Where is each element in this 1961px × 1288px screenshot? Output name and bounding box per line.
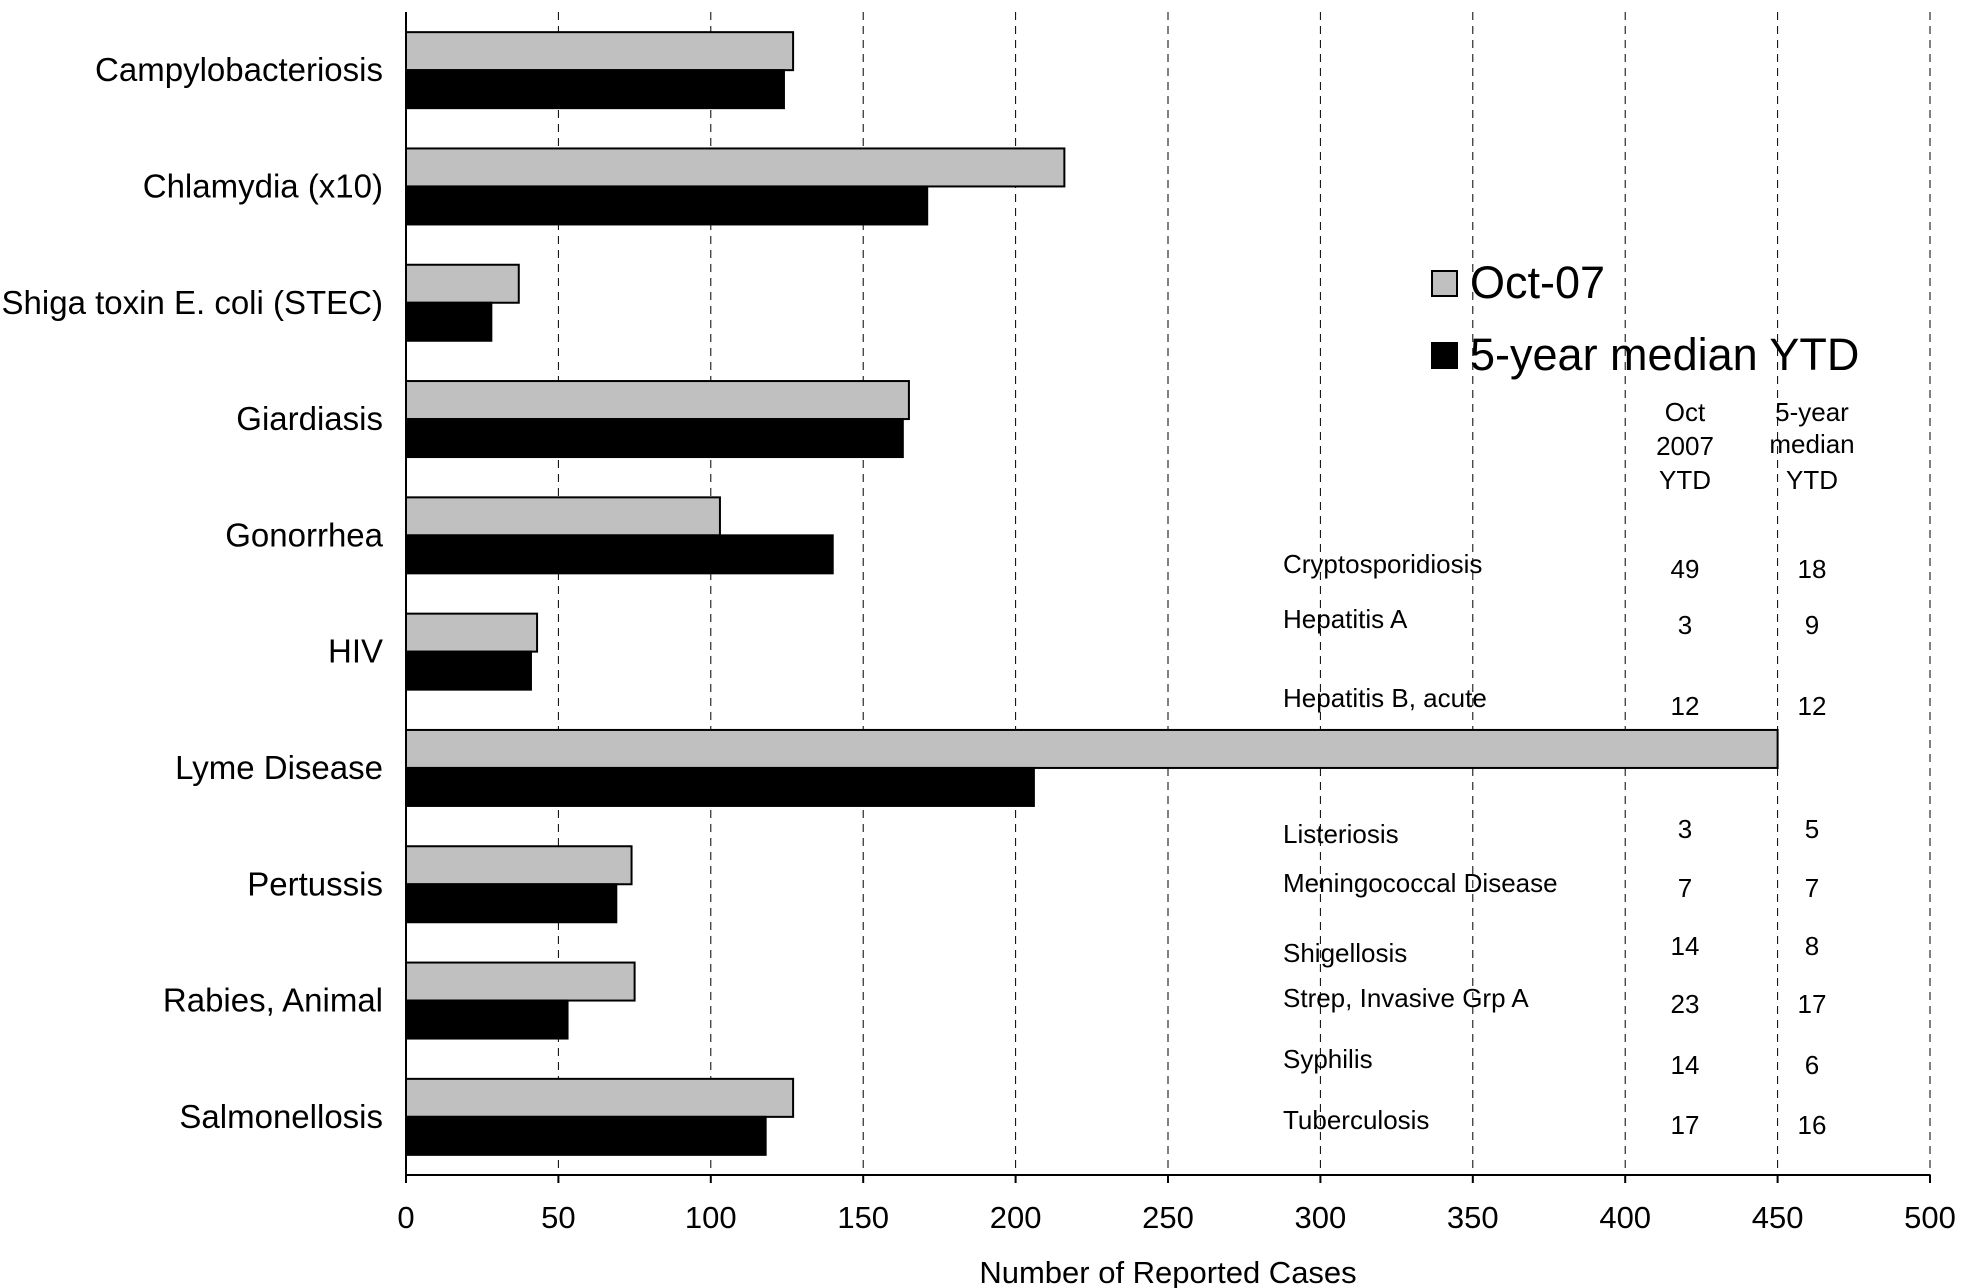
category-label: Salmonellosis xyxy=(179,1098,383,1135)
table-row-oct: 12 xyxy=(1671,691,1700,721)
x-tick-label: 350 xyxy=(1447,1200,1499,1235)
table-header-oct-line3: YTD xyxy=(1659,465,1711,495)
bar-5-year-median xyxy=(405,69,785,110)
legend-label-oct-07: Oct-07 xyxy=(1470,257,1605,308)
x-tick-label: 150 xyxy=(837,1200,889,1235)
table-row-name: Hepatitis B, acute xyxy=(1283,683,1487,713)
bar-5-year-median xyxy=(405,883,618,924)
table-row-oct: 49 xyxy=(1671,554,1700,584)
table-header-median-line2: median xyxy=(1769,429,1854,459)
x-tick-labels: 0 50 100 150 200 250 300 350 400 450 500 xyxy=(397,1200,1955,1235)
table-row-name: Cryptosporidiosis xyxy=(1283,549,1482,579)
bar-oct-07 xyxy=(405,961,636,1002)
table-row-median: 7 xyxy=(1805,873,1819,903)
x-tick-label: 500 xyxy=(1904,1200,1956,1235)
table-row-median: 6 xyxy=(1805,1050,1819,1080)
x-tick-label: 400 xyxy=(1599,1200,1651,1235)
category-label: Giardiasis xyxy=(236,400,383,437)
x-tick-label: 50 xyxy=(541,1200,575,1235)
x-tick-label: 200 xyxy=(990,1200,1042,1235)
summary-table: Oct 2007 YTD 5-year median YTD Cryptospo… xyxy=(1283,397,1855,1140)
bar-5-year-median xyxy=(405,650,532,691)
category-label: HIV xyxy=(328,633,383,670)
table-row-oct: 3 xyxy=(1678,814,1692,844)
bar-oct-07 xyxy=(405,380,910,421)
category-label: Shiga toxin E. coli (STEC) xyxy=(2,284,383,321)
legend-label-5-year-median: 5-year median YTD xyxy=(1470,329,1859,380)
x-axis-title: Number of Reported Cases xyxy=(979,1255,1356,1288)
table-row-name: Syphilis xyxy=(1283,1044,1373,1074)
table-row-median: 12 xyxy=(1798,691,1827,721)
gridlines xyxy=(557,12,1931,1175)
legend-swatch-oct-07 xyxy=(1431,270,1458,297)
bar-oct-07 xyxy=(405,147,1066,188)
x-tick-label: 0 xyxy=(397,1200,414,1235)
table-row-oct: 23 xyxy=(1671,989,1700,1019)
table-header-oct-line1: Oct xyxy=(1665,397,1706,427)
bar-oct-07 xyxy=(405,845,633,886)
table-row-median: 5 xyxy=(1805,814,1819,844)
table-row-oct: 7 xyxy=(1678,873,1692,903)
table-row-median: 18 xyxy=(1798,554,1827,584)
category-labels: Campylobacteriosis Chlamydia (x10) Shiga t… xyxy=(2,51,384,1135)
table-header-median-line1: 5-year xyxy=(1775,397,1849,427)
axes xyxy=(405,12,1931,1183)
table-header-median-line3: YTD xyxy=(1786,465,1838,495)
table-header-oct-line2: 2007 xyxy=(1656,431,1714,461)
table-row-median: 17 xyxy=(1798,989,1827,1019)
category-label: Campylobacteriosis xyxy=(95,51,383,88)
bar-5-year-median xyxy=(405,185,929,226)
bar-oct-07 xyxy=(405,496,721,537)
table-row-oct: 3 xyxy=(1678,610,1692,640)
table-row-name: Meningococcal Disease xyxy=(1283,868,1558,898)
table-row-median: 16 xyxy=(1798,1110,1827,1140)
table-row-median: 8 xyxy=(1805,931,1819,961)
table-row-name: Hepatitis A xyxy=(1283,604,1408,634)
category-label: Gonorrhea xyxy=(225,516,383,553)
bar-5-year-median xyxy=(405,1115,767,1156)
table-row-oct: 17 xyxy=(1671,1110,1700,1140)
bar-5-year-median xyxy=(405,766,1035,807)
bar-oct-07 xyxy=(405,31,795,72)
bar-5-year-median xyxy=(405,999,569,1040)
bar-oct-07 xyxy=(405,1077,795,1118)
legend: Oct-07 5-year median YTD xyxy=(1431,257,1859,380)
bars xyxy=(405,31,1779,1156)
table-row-oct: 14 xyxy=(1671,1050,1700,1080)
bar-5-year-median xyxy=(405,534,834,575)
bar-5-year-median xyxy=(405,418,904,459)
category-label: Rabies, Animal xyxy=(163,982,383,1019)
table-row-name: Shigellosis xyxy=(1283,938,1407,968)
x-tick-label: 300 xyxy=(1295,1200,1347,1235)
table-row-name: Tuberculosis xyxy=(1283,1105,1429,1135)
category-label: Chlamydia (x10) xyxy=(143,167,383,204)
x-tick-label: 450 xyxy=(1752,1200,1804,1235)
bar-5-year-median xyxy=(405,301,493,342)
x-tick-label: 250 xyxy=(1142,1200,1194,1235)
bar-oct-07 xyxy=(405,263,520,304)
x-tick-label: 100 xyxy=(685,1200,737,1235)
bar-oct-07 xyxy=(405,612,539,653)
category-label: Pertussis xyxy=(247,865,383,902)
category-label: Lyme Disease xyxy=(175,749,383,786)
table-row-median: 9 xyxy=(1805,610,1819,640)
legend-swatch-5-year-median xyxy=(1431,342,1458,369)
table-row-name: Listeriosis xyxy=(1283,819,1399,849)
bar-oct-07 xyxy=(405,728,1779,769)
table-row-oct: 14 xyxy=(1671,931,1700,961)
table-row-name: Strep, Invasive Grp A xyxy=(1283,983,1529,1013)
